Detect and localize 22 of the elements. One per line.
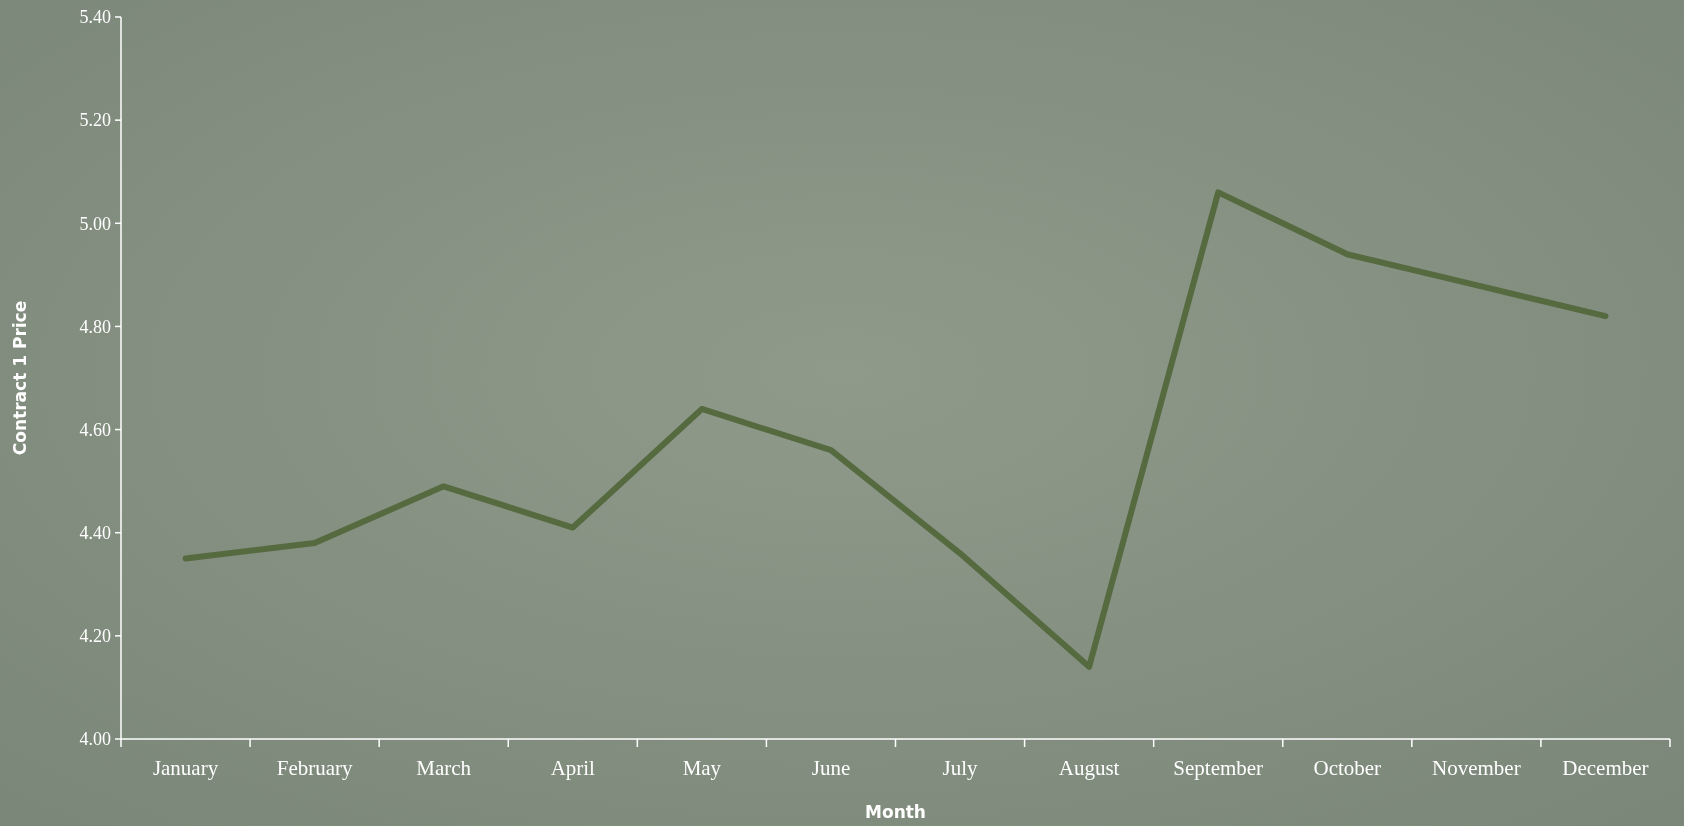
x-tick-label: February xyxy=(276,756,354,780)
x-tick-label: April xyxy=(550,756,596,780)
x-tick-label: August xyxy=(1058,756,1120,780)
y-tick-label: 4.20 xyxy=(79,626,111,647)
x-tick-label: January xyxy=(152,756,219,780)
x-tick-label: June xyxy=(811,756,851,780)
x-tick-label: September xyxy=(1173,756,1264,780)
x-axis-title: Month xyxy=(865,802,926,822)
y-tick-label: 5.00 xyxy=(79,213,111,234)
y-tick-label: 4.80 xyxy=(79,316,111,337)
x-tick-label: October xyxy=(1313,756,1382,780)
y-axis-title: Contract 1 Price xyxy=(10,300,30,456)
y-tick-label: 5.20 xyxy=(79,110,111,131)
y-tick-label: 4.40 xyxy=(79,523,111,544)
x-tick-label: March xyxy=(416,756,472,780)
y-tick-label: 5.40 xyxy=(79,7,111,28)
y-tick-label: 4.60 xyxy=(79,419,111,440)
x-tick-label: May xyxy=(682,756,722,780)
x-tick-label: December xyxy=(1562,756,1649,780)
x-tick-label: November xyxy=(1432,756,1521,780)
y-tick-label: 4.00 xyxy=(79,729,111,750)
x-tick-label: July xyxy=(942,756,979,780)
